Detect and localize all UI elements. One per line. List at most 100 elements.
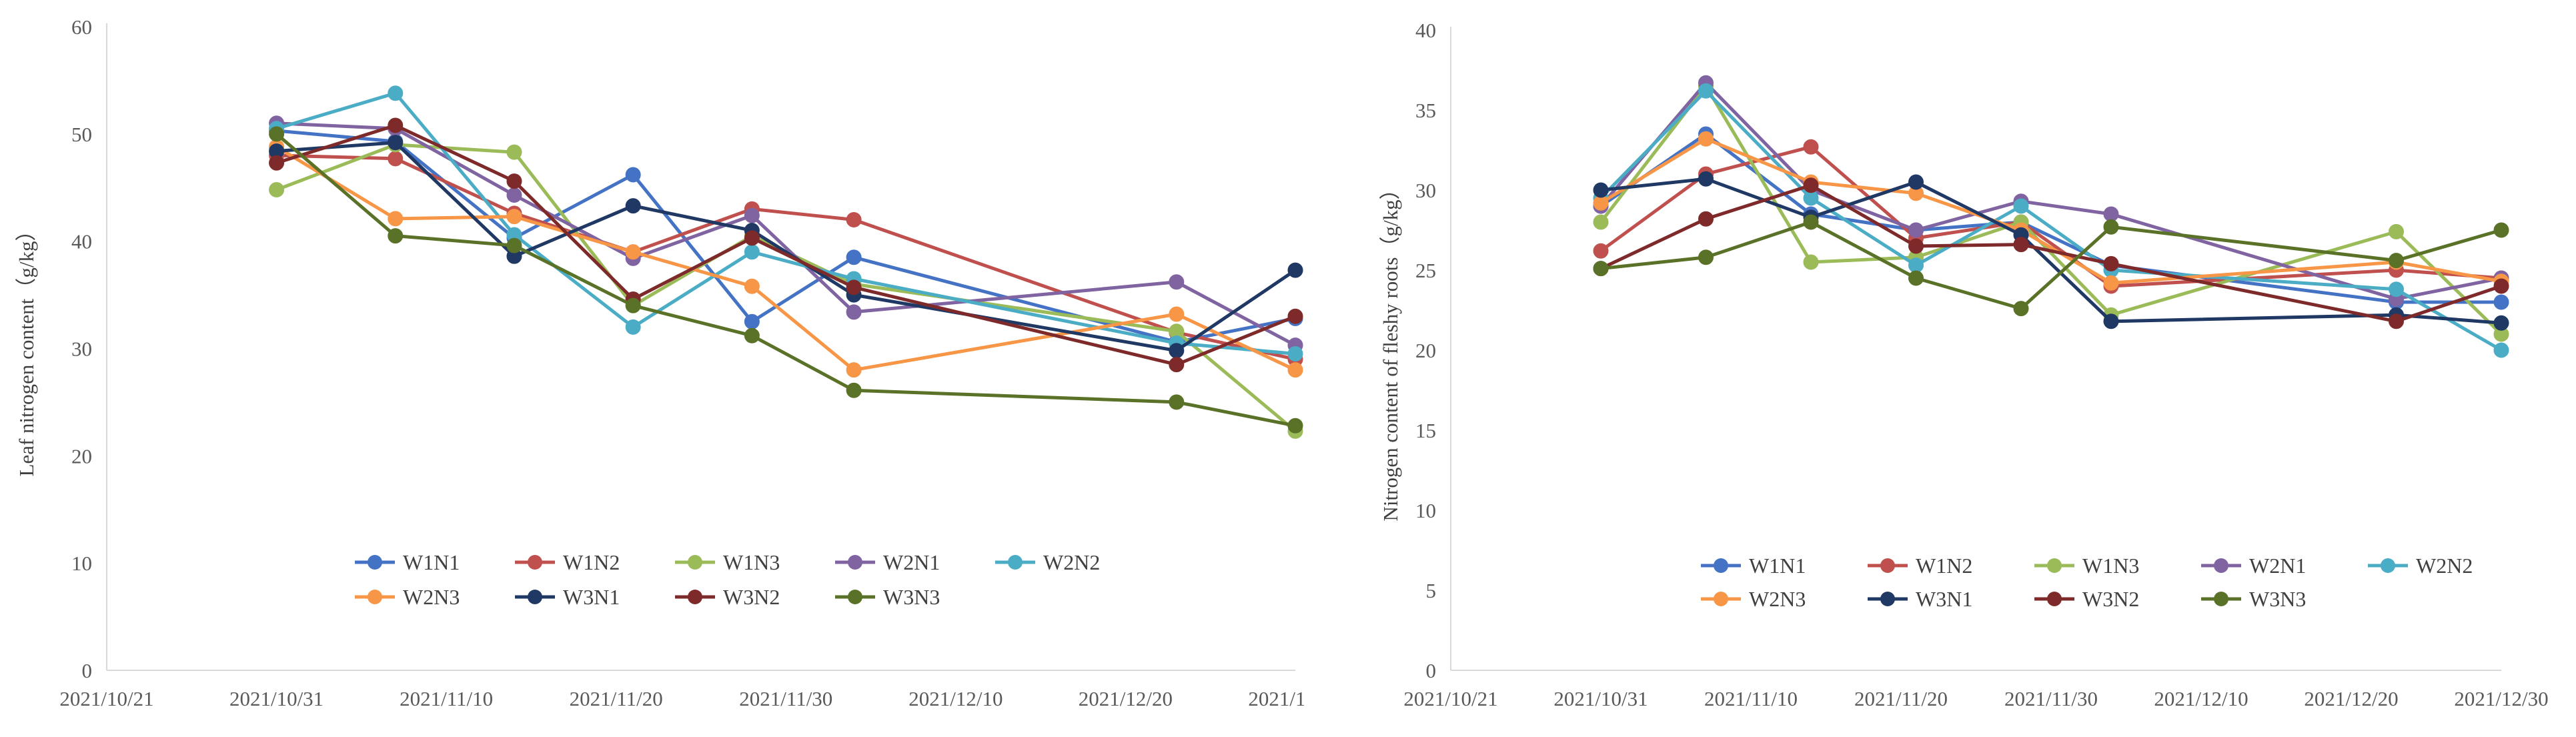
data-point-w3n3 (2493, 222, 2509, 238)
legend-label: W3N3 (883, 585, 940, 609)
data-point-w3n2 (1698, 211, 1714, 227)
y-tick-label: 40 (71, 230, 92, 253)
x-tick-label: 2021/11/30 (2004, 687, 2098, 710)
legend-swatch-marker (528, 555, 542, 570)
legend-swatch-marker (2381, 558, 2395, 573)
data-point-w1n1 (2493, 294, 2509, 310)
y-tick-label: 60 (71, 15, 92, 39)
legend-swatch-marker (1880, 592, 1895, 606)
legend-label: W2N2 (2416, 554, 2473, 578)
data-point-w3n2 (1169, 357, 1185, 373)
y-tick-label: 20 (1415, 339, 1436, 362)
legend-swatch-marker (848, 590, 862, 604)
data-point-w1n2 (846, 212, 862, 227)
legend-swatch-marker (368, 590, 382, 604)
y-tick-label: 10 (71, 552, 92, 575)
legend-label: W2N1 (883, 550, 940, 574)
series-line-w2n1 (276, 121, 1297, 347)
series-line-w3n1 (276, 141, 1297, 353)
data-point-w2n3 (1698, 131, 1714, 147)
data-point-w3n2 (1908, 238, 1924, 254)
legend-label: W3N2 (2082, 587, 2139, 611)
data-point-w1n2 (388, 151, 404, 167)
x-tick-label: 2021/10/21 (59, 687, 153, 710)
data-point-w3n3 (1803, 214, 1819, 230)
y-axis-title: Leaf nitrogen content（g/kg） (15, 221, 38, 477)
data-point-w3n1 (1908, 174, 1924, 190)
data-point-w3n3 (846, 382, 862, 398)
legend-label: W1N3 (2082, 554, 2139, 578)
y-tick-label: 25 (1415, 259, 1436, 282)
data-point-w2n1 (1908, 222, 1924, 238)
legend-swatch-marker (688, 590, 702, 604)
data-point-w3n2 (846, 279, 862, 295)
legend-swatch-marker (1880, 558, 1895, 573)
legend-swatch-marker (2214, 558, 2228, 573)
x-tick-label: 2021/12/30 (2454, 687, 2548, 710)
legend-swatch-marker (2047, 592, 2062, 606)
x-tick-label: 2021/12/20 (1079, 687, 1173, 710)
x-tick-label: 2021/10/31 (229, 687, 324, 710)
y-tick-label: 20 (71, 444, 92, 468)
data-point-w3n3 (1698, 249, 1714, 265)
data-point-w3n3 (1169, 394, 1185, 410)
legend-swatch-marker (848, 555, 862, 570)
data-point-w3n1 (388, 135, 404, 151)
data-point-w2n2 (625, 319, 641, 335)
data-point-w1n3 (269, 181, 285, 197)
leaf-nitrogen-chart-panel: 0 10 20 30 40 50 60 2021/10/21 2021/10/31 2021/11… (15, 15, 1304, 710)
series-line-w1n2 (1599, 145, 2502, 288)
data-point-w2n3 (846, 362, 862, 378)
data-point-w1n1 (744, 313, 760, 329)
data-point-w3n2 (388, 117, 404, 133)
series-line-w1n1 (1599, 132, 2501, 304)
series-line-w2n3 (1599, 137, 2502, 285)
data-point-w2n2 (388, 85, 404, 101)
data-point-w3n2 (1803, 177, 1819, 193)
y-tick-label: 10 (1415, 499, 1436, 522)
x-tick-label: 2021/11/20 (1854, 687, 1948, 710)
series-line-w3n2 (275, 123, 1296, 367)
x-tick-label: 2021/12/30 (1248, 687, 1304, 710)
series-line-w3n3 (275, 132, 1296, 428)
legend-swatch-marker (1714, 592, 1728, 606)
x-tick-label: 2021/10/21 (1403, 687, 1497, 710)
legend-swatch-marker (2047, 558, 2062, 573)
x-tick-label: 2021/11/30 (739, 687, 832, 710)
y-tick-label: 0 (82, 659, 93, 682)
legend-label: W1N1 (403, 550, 460, 574)
y-tick-label: 30 (71, 337, 92, 361)
legend-swatch-marker (368, 555, 382, 570)
series-line-w3n1 (1600, 177, 2502, 325)
series-line-w1n2 (276, 153, 1296, 361)
x-tick-label: 2021/12/10 (2154, 687, 2248, 710)
data-point-w1n1 (846, 249, 862, 265)
legend-label: W1N2 (563, 550, 620, 574)
data-point-w3n2 (744, 230, 760, 246)
series-line-w3n2 (1599, 183, 2502, 323)
legend-label: W2N3 (403, 585, 460, 609)
series-line-w1n3 (275, 143, 1297, 433)
y-tick-label: 30 (1415, 179, 1436, 202)
data-point-w1n2 (1593, 243, 1609, 259)
data-point-w3n3 (388, 228, 404, 244)
data-point-w3n3 (2103, 219, 2119, 235)
legend-label: W3N3 (2249, 587, 2306, 611)
data-point-w1n3 (1593, 214, 1609, 230)
data-point-w3n1 (1698, 171, 1714, 187)
data-point-w3n1 (625, 198, 641, 214)
data-point-w3n3 (2389, 253, 2404, 269)
data-point-w3n2 (506, 173, 522, 189)
data-point-w3n1 (1593, 182, 1609, 198)
data-point-w3n2 (1287, 308, 1303, 324)
data-point-w3n1 (1287, 262, 1303, 278)
data-point-w3n2 (2389, 313, 2404, 329)
series-line-w3n3 (1600, 220, 2502, 311)
legend-swatch-marker (688, 555, 702, 570)
data-point-w2n3 (388, 211, 404, 227)
data-point-w3n3 (1593, 261, 1609, 277)
x-tick-label: 2021/12/10 (908, 687, 1003, 710)
data-point-w2n1 (506, 187, 522, 203)
data-point-w3n3 (1287, 418, 1303, 434)
